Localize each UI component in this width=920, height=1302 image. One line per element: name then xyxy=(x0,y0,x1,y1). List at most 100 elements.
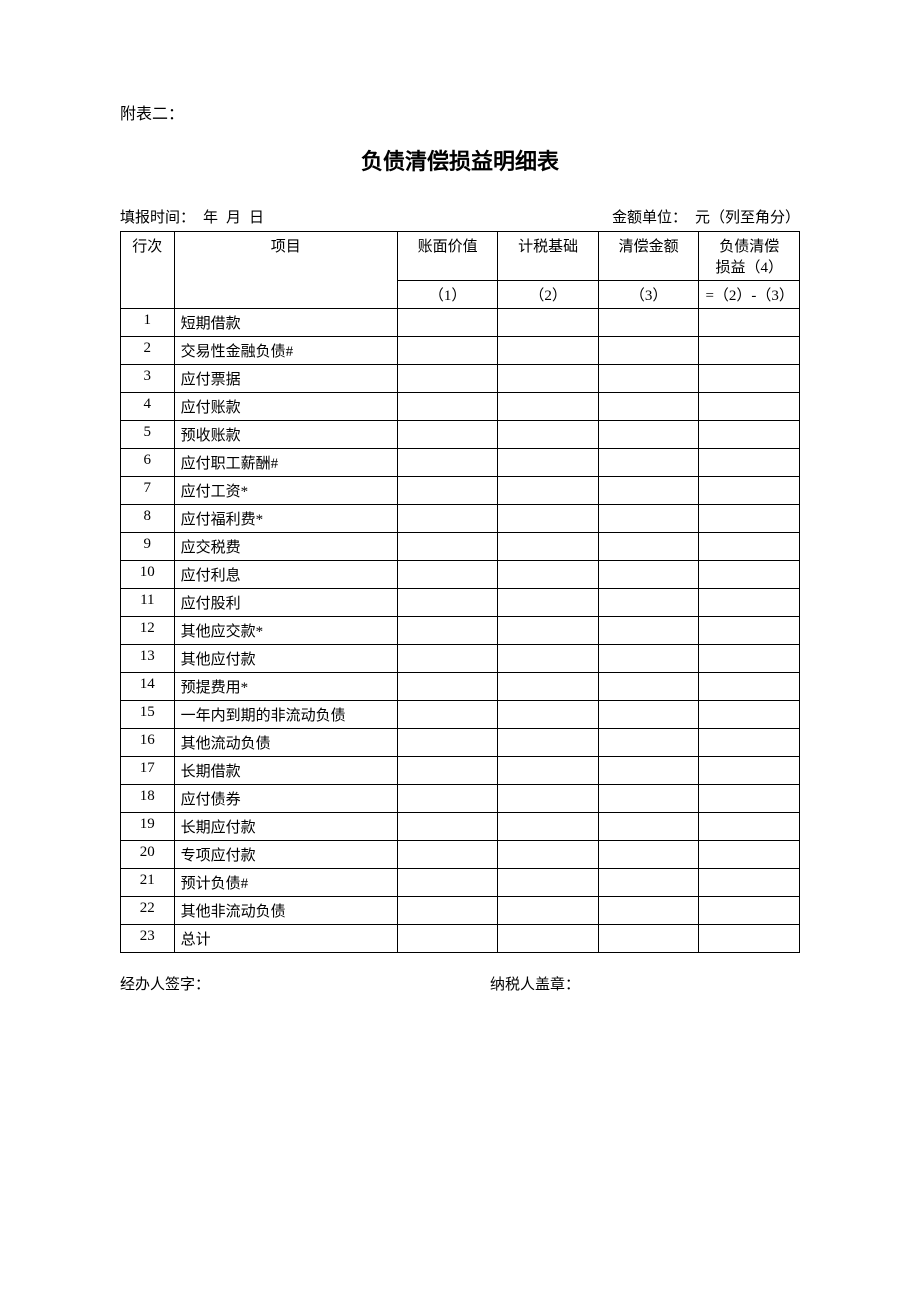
cell-value xyxy=(397,925,498,953)
cell-rownum: 5 xyxy=(121,421,175,449)
cell-value xyxy=(598,869,699,897)
cell-rownum: 2 xyxy=(121,337,175,365)
cell-value xyxy=(498,393,599,421)
fill-time-label: 填报时间： xyxy=(120,206,195,227)
cell-value xyxy=(397,561,498,589)
cell-value xyxy=(699,785,800,813)
cell-item: 其他非流动负债 xyxy=(174,897,397,925)
table-row: 18应付债券 xyxy=(121,785,800,813)
cell-value xyxy=(598,589,699,617)
table-row: 23总计 xyxy=(121,925,800,953)
appendix-label: 附表二： xyxy=(120,100,800,124)
cell-value xyxy=(498,533,599,561)
cell-value xyxy=(498,561,599,589)
cell-rownum: 13 xyxy=(121,645,175,673)
col-header-settleamount: 清偿金额 xyxy=(598,232,699,281)
cell-value xyxy=(598,533,699,561)
cell-value xyxy=(699,477,800,505)
col-header-item: 项目 xyxy=(174,232,397,309)
table-body: 1短期借款2交易性金融负债#3应付票据4应付账款5预收账款6应付职工薪酬#7应付… xyxy=(121,309,800,953)
cell-value xyxy=(598,449,699,477)
cell-value xyxy=(498,449,599,477)
cell-value xyxy=(699,533,800,561)
cell-value xyxy=(397,897,498,925)
table-row: 17长期借款 xyxy=(121,757,800,785)
cell-rownum: 9 xyxy=(121,533,175,561)
cell-item: 预提费用* xyxy=(174,673,397,701)
cell-value xyxy=(598,505,699,533)
cell-value xyxy=(598,617,699,645)
cell-value xyxy=(498,645,599,673)
cell-value xyxy=(699,309,800,337)
cell-item: 长期应付款 xyxy=(174,813,397,841)
fill-time-section: 填报时间： 年 月 日 xyxy=(120,206,264,227)
table-row: 19长期应付款 xyxy=(121,813,800,841)
cell-rownum: 6 xyxy=(121,449,175,477)
cell-value xyxy=(699,561,800,589)
cell-value xyxy=(498,925,599,953)
cell-value xyxy=(598,365,699,393)
cell-rownum: 3 xyxy=(121,365,175,393)
cell-rownum: 12 xyxy=(121,617,175,645)
taxpayer-seal-label: 纳税人盖章： xyxy=(430,973,800,994)
liability-table: 行次 项目 账面价值 计税基础 清偿金额 负债清偿 损益（4） （1） （2） … xyxy=(120,231,800,953)
cell-value xyxy=(498,673,599,701)
cell-value xyxy=(397,309,498,337)
cell-item: 应付股利 xyxy=(174,589,397,617)
col-header-gainloss: 负债清偿 损益（4） xyxy=(699,232,800,281)
gainloss-line1: 负债清偿 xyxy=(719,239,779,255)
cell-value xyxy=(397,393,498,421)
cell-value xyxy=(699,897,800,925)
cell-rownum: 19 xyxy=(121,813,175,841)
table-row: 9应交税费 xyxy=(121,533,800,561)
cell-value xyxy=(598,785,699,813)
table-row: 5预收账款 xyxy=(121,421,800,449)
cell-value xyxy=(598,309,699,337)
cell-item: 应付福利费* xyxy=(174,505,397,533)
cell-value xyxy=(397,337,498,365)
document-title: 负债清偿损益明细表 xyxy=(120,144,800,176)
table-row: 14预提费用* xyxy=(121,673,800,701)
cell-item: 长期借款 xyxy=(174,757,397,785)
cell-rownum: 7 xyxy=(121,477,175,505)
cell-value xyxy=(498,421,599,449)
col-header-bookvalue: 账面价值 xyxy=(397,232,498,281)
table-row: 12其他应交款* xyxy=(121,617,800,645)
table-row: 21预计负债# xyxy=(121,869,800,897)
cell-value xyxy=(498,505,599,533)
table-row: 11应付股利 xyxy=(121,589,800,617)
cell-value xyxy=(699,505,800,533)
day-label: 日 xyxy=(249,206,264,227)
amount-unit-label: 金额单位： xyxy=(612,206,687,227)
cell-value xyxy=(498,785,599,813)
cell-item: 其他流动负债 xyxy=(174,729,397,757)
cell-item: 其他应付款 xyxy=(174,645,397,673)
cell-value xyxy=(397,813,498,841)
cell-rownum: 1 xyxy=(121,309,175,337)
table-row: 7应付工资* xyxy=(121,477,800,505)
table-row: 10应付利息 xyxy=(121,561,800,589)
cell-rownum: 21 xyxy=(121,869,175,897)
table-row: 6应付职工薪酬# xyxy=(121,449,800,477)
cell-value xyxy=(699,617,800,645)
cell-rownum: 11 xyxy=(121,589,175,617)
cell-rownum: 10 xyxy=(121,561,175,589)
cell-value xyxy=(699,449,800,477)
cell-value xyxy=(397,589,498,617)
cell-value xyxy=(699,701,800,729)
cell-value xyxy=(498,477,599,505)
amount-unit-value: 元（列至角分） xyxy=(695,206,800,227)
cell-item: 短期借款 xyxy=(174,309,397,337)
cell-value xyxy=(598,841,699,869)
cell-value xyxy=(498,841,599,869)
cell-value xyxy=(699,393,800,421)
cell-value xyxy=(498,309,599,337)
cell-value xyxy=(699,421,800,449)
cell-value xyxy=(498,617,599,645)
cell-item: 一年内到期的非流动负债 xyxy=(174,701,397,729)
cell-value xyxy=(598,925,699,953)
cell-rownum: 16 xyxy=(121,729,175,757)
table-row: 1短期借款 xyxy=(121,309,800,337)
table-row: 16其他流动负债 xyxy=(121,729,800,757)
cell-value xyxy=(699,645,800,673)
